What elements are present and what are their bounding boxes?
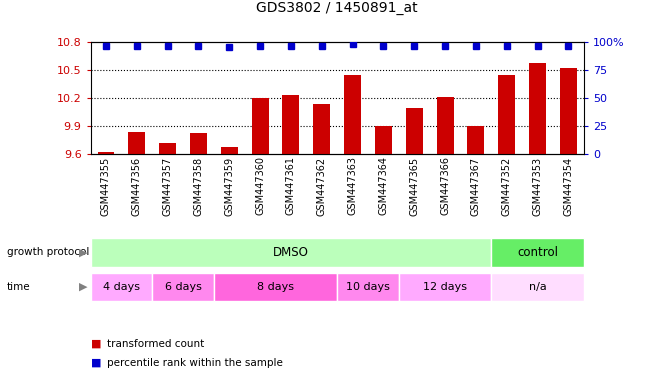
Bar <box>437 97 454 154</box>
Bar <box>375 126 392 154</box>
Bar <box>97 152 115 154</box>
Text: 12 days: 12 days <box>423 282 467 292</box>
Bar <box>159 143 176 154</box>
Bar <box>313 104 330 154</box>
Text: ■: ■ <box>91 358 101 368</box>
Text: GDS3802 / 1450891_at: GDS3802 / 1450891_at <box>256 2 418 15</box>
Bar <box>282 95 299 154</box>
Text: DMSO: DMSO <box>273 246 309 259</box>
Bar <box>529 63 546 154</box>
Text: 6 days: 6 days <box>164 282 201 292</box>
Bar <box>190 133 207 154</box>
Text: 4 days: 4 days <box>103 282 140 292</box>
Text: percentile rank within the sample: percentile rank within the sample <box>107 358 283 368</box>
Text: transformed count: transformed count <box>107 339 205 349</box>
Text: control: control <box>517 246 558 259</box>
Text: ▶: ▶ <box>79 247 88 258</box>
Bar <box>252 98 268 154</box>
Bar <box>560 68 577 154</box>
Text: ■: ■ <box>91 339 101 349</box>
Bar <box>406 108 423 154</box>
Text: 10 days: 10 days <box>346 282 390 292</box>
Bar <box>128 132 146 154</box>
Text: 8 days: 8 days <box>257 282 294 292</box>
Bar <box>499 75 515 154</box>
Bar <box>221 147 238 154</box>
Bar <box>344 75 361 154</box>
Text: growth protocol: growth protocol <box>7 247 89 258</box>
Text: time: time <box>7 282 30 292</box>
Bar <box>468 126 484 154</box>
Text: ▶: ▶ <box>79 282 88 292</box>
Text: n/a: n/a <box>529 282 546 292</box>
